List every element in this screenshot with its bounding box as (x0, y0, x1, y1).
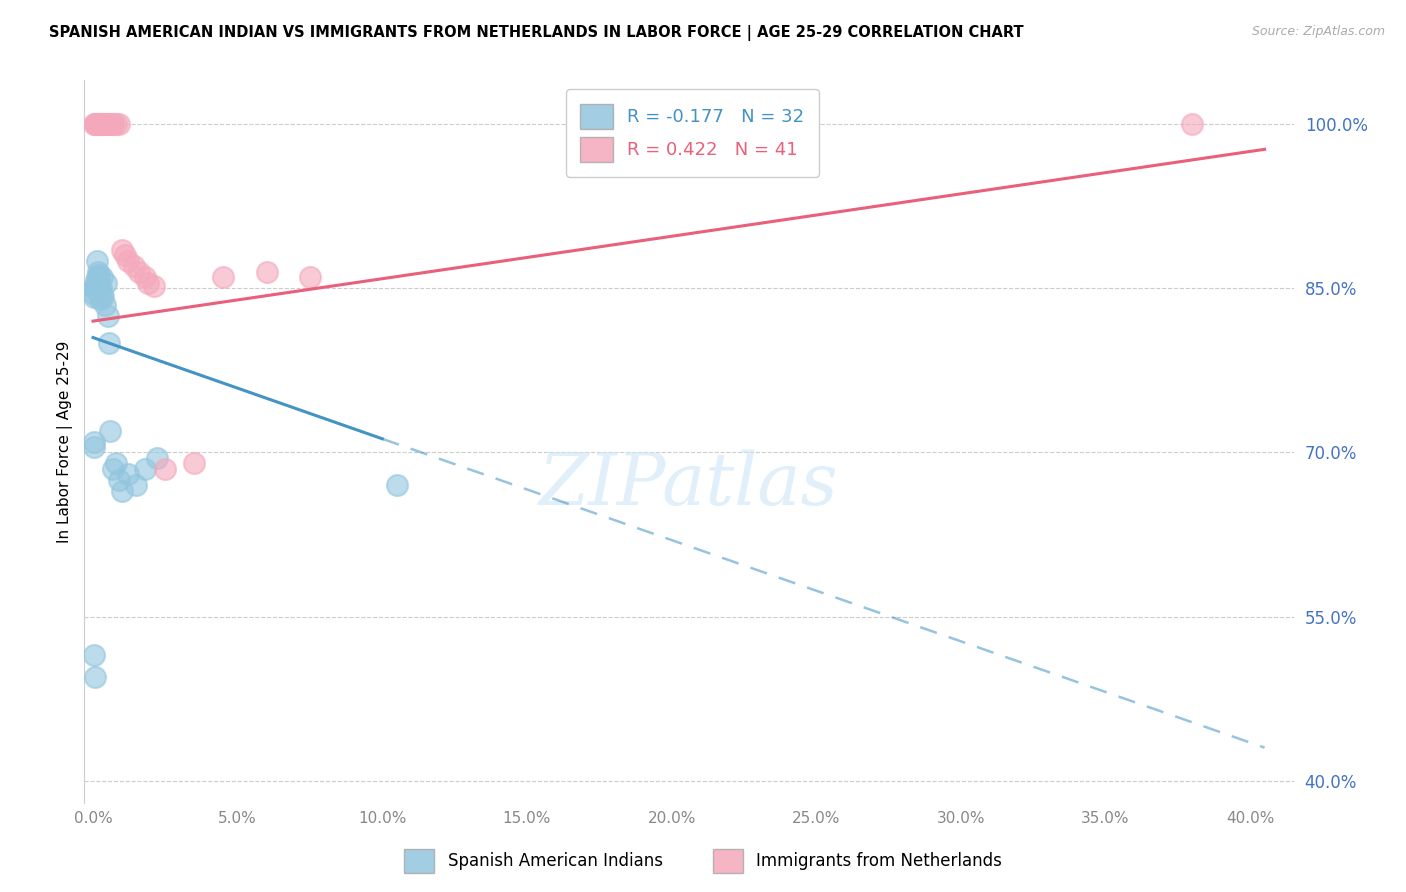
Point (83, 281, 105, 295)
Point (108, 117, 131, 131)
Point (100, 117, 122, 131)
Point (87, 117, 110, 131)
Point (83, 440, 105, 454)
Point (84, 117, 107, 131)
Point (90, 117, 112, 131)
Point (103, 462, 125, 476)
Point (90, 281, 112, 295)
Point (91, 286, 114, 301)
Point (83, 286, 105, 301)
Point (97, 336, 120, 351)
Point (89, 117, 111, 131)
Point (134, 270, 156, 285)
Point (105, 457, 128, 471)
Point (1181, 117, 1204, 131)
Point (91, 290, 114, 304)
Point (145, 450, 167, 465)
Point (96, 309, 118, 323)
Point (86, 270, 108, 285)
Text: ZIPatlas: ZIPatlas (538, 450, 839, 520)
Point (83, 117, 105, 131)
Point (83, 648, 105, 662)
Point (108, 473, 131, 487)
Point (114, 248, 136, 262)
Point (117, 467, 139, 482)
Point (256, 265, 278, 279)
Point (111, 243, 134, 257)
Point (117, 253, 139, 268)
Point (87, 265, 110, 279)
Point (87, 117, 110, 131)
Point (298, 270, 321, 285)
Point (93, 298, 115, 312)
Point (183, 457, 205, 471)
Point (155, 462, 177, 476)
Point (86, 117, 108, 131)
Point (134, 462, 156, 476)
Point (103, 117, 125, 131)
Point (93, 117, 115, 131)
Point (94, 117, 117, 131)
Point (89, 268, 111, 282)
Point (91, 117, 114, 131)
Legend: Spanish American Indians, Immigrants from Netherlands: Spanish American Indians, Immigrants fro… (398, 842, 1008, 880)
Point (122, 260, 145, 274)
Point (83, 290, 105, 304)
Legend: R = -0.177   N = 32, R = 0.422   N = 41: R = -0.177 N = 32, R = 0.422 N = 41 (567, 89, 818, 177)
Point (97, 117, 120, 131)
Point (212, 270, 235, 285)
Point (86, 253, 108, 268)
Point (84, 117, 107, 131)
Point (101, 117, 124, 131)
Point (94, 276, 117, 290)
Point (111, 483, 134, 498)
Point (128, 265, 150, 279)
Point (136, 276, 159, 290)
Point (89, 292, 111, 306)
Point (100, 424, 122, 438)
Y-axis label: In Labor Force | Age 25-29: In Labor Force | Age 25-29 (58, 341, 73, 542)
Point (89, 117, 111, 131)
Point (385, 478, 408, 492)
Point (87, 272, 110, 286)
Point (86, 117, 108, 131)
Text: SPANISH AMERICAN INDIAN VS IMMIGRANTS FROM NETHERLANDS IN LABOR FORCE | AGE 25-2: SPANISH AMERICAN INDIAN VS IMMIGRANTS FR… (49, 25, 1024, 41)
Point (125, 478, 148, 492)
Point (142, 279, 165, 293)
Point (84, 276, 107, 290)
Point (84, 670, 107, 684)
Point (91, 117, 114, 131)
Point (83, 434, 105, 449)
Text: Source: ZipAtlas.com: Source: ZipAtlas.com (1251, 25, 1385, 38)
Point (105, 117, 128, 131)
Point (84, 284, 107, 298)
Point (90, 270, 112, 285)
Point (84, 279, 107, 293)
Point (96, 117, 118, 131)
